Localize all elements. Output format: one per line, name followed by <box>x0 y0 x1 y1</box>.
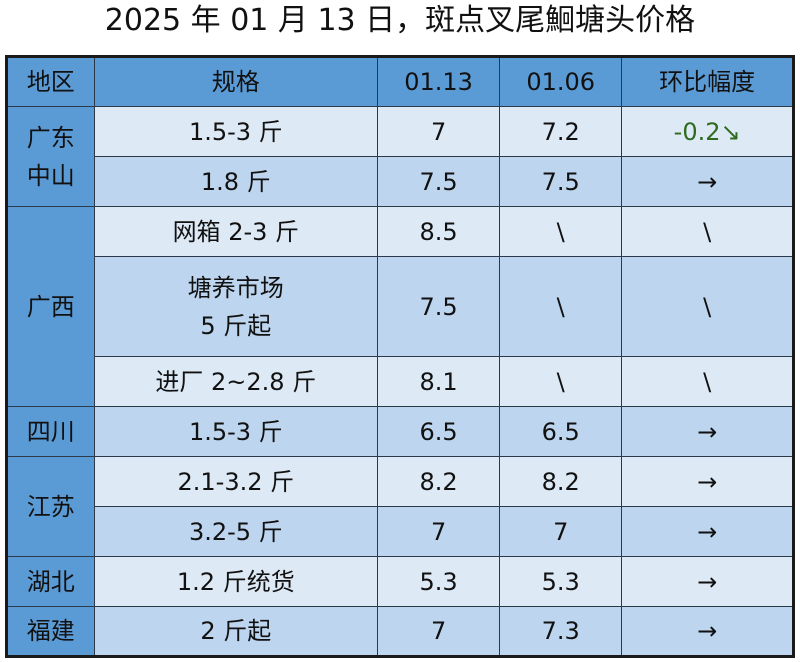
cell: → <box>621 506 794 557</box>
cell: 8.1 <box>377 356 501 407</box>
header-cell: 01.06 <box>499 56 623 107</box>
region-cell: 江苏 <box>6 456 95 557</box>
cell: 7.5 <box>377 156 501 207</box>
row: 进厂 2~2.8 斤 8.1 \ \ <box>7 356 794 407</box>
cell: \ <box>621 256 794 357</box>
row: 四川 1.5-3 斤 6.5 6.5 → <box>6 406 794 457</box>
cell: \ <box>621 356 794 407</box>
cell: 7 <box>377 506 501 557</box>
price-table: 地区 规格 01.13 01.06 环比幅度 广东 中山 1.5-3 斤 7 7.2 -0.2↘ 1… <box>5 55 795 658</box>
cell: 塘养市场 5 斤起 <box>93 256 379 357</box>
cell: → <box>621 606 794 657</box>
cell: 7 <box>377 606 501 657</box>
cell: 1.2 斤统货 <box>93 556 379 607</box>
cell: 1.5-3 斤 <box>93 406 379 457</box>
cell: 网箱 2-3 斤 <box>93 206 379 257</box>
region-cell: 湖北 <box>6 556 95 607</box>
cell: \ <box>499 206 623 257</box>
header-cell: 地区 <box>6 56 95 107</box>
row: 福建 2 斤起 7 7.3 → <box>6 606 794 657</box>
cell: -0.2↘ <box>621 106 794 157</box>
cell: 2 斤起 <box>93 606 379 657</box>
cell: 6.5 <box>499 406 623 457</box>
cell: 3.2-5 斤 <box>93 506 379 557</box>
cell: 7.3 <box>499 606 623 657</box>
cell: 8.2 <box>377 456 501 507</box>
title: 2025 年 01 月 13 日，斑点叉尾鮰塘头价格 <box>104 3 696 38</box>
cell: 7.5 <box>377 256 501 357</box>
cell: 1.8 斤 <box>93 156 379 207</box>
cell: → <box>621 556 794 607</box>
cell: \ <box>499 256 623 357</box>
header-cell: 01.13 <box>377 56 501 107</box>
region-cell: 广东 中山 <box>6 106 95 207</box>
header-row: 地区 规格 01.13 01.06 环比幅度 <box>6 56 794 107</box>
cell: 进厂 2~2.8 斤 <box>93 356 379 407</box>
cell: \ <box>499 356 623 407</box>
cell: → <box>621 406 794 457</box>
cell: 5.3 <box>499 556 623 607</box>
row: 湖北 1.2 斤统货 5.3 5.3 → <box>6 556 794 607</box>
cell: → <box>621 456 794 507</box>
cell: 5.3 <box>377 556 501 607</box>
cell: 8.2 <box>499 456 623 507</box>
cell: 7.5 <box>499 156 623 207</box>
row: 塘养市场 5 斤起 7.5 \ \ <box>7 256 794 357</box>
region-cell: 福建 <box>6 606 95 657</box>
cell: 8.5 <box>377 206 501 257</box>
cell: 7 <box>377 106 501 157</box>
region-cell: 广西 <box>6 206 95 407</box>
cell: 7.2 <box>499 106 623 157</box>
row: 广东 中山 1.5-3 斤 7 7.2 -0.2↘ <box>6 106 794 207</box>
row: 广西 网箱 2-3 斤 8.5 \ \ <box>6 206 794 407</box>
region-cell: 四川 <box>6 406 95 457</box>
row: 3.2-5 斤 7 7 → <box>7 506 794 557</box>
row: 江苏 2.1-3.2 斤 8.2 8.2 → <box>6 456 794 557</box>
row: 1.8 斤 7.5 7.5 → <box>7 156 794 207</box>
header-cell: 环比幅度 <box>621 56 794 107</box>
cell: → <box>621 156 794 207</box>
cell: 1.5-3 斤 <box>93 106 379 157</box>
cell: 6.5 <box>377 406 501 457</box>
cell: 2.1-3.2 斤 <box>93 456 379 507</box>
cell: \ <box>621 206 794 257</box>
cell: 7 <box>499 506 623 557</box>
header-cell: 规格 <box>93 56 379 107</box>
